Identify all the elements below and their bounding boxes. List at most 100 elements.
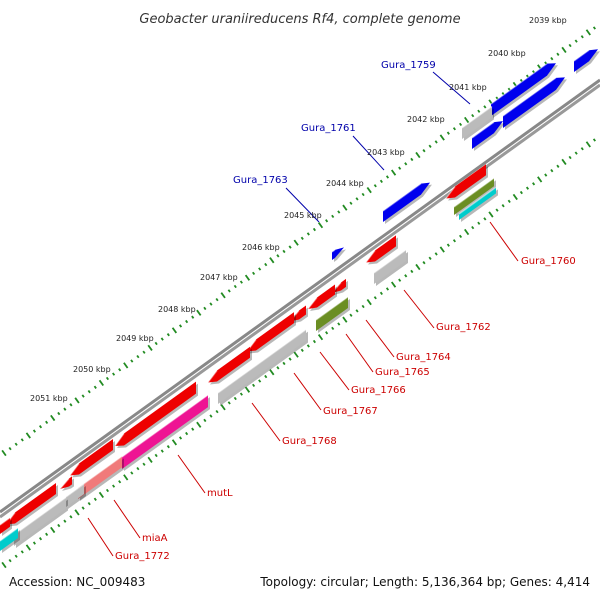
tick-mark [239, 280, 243, 284]
label-gura-1768: Gura_1768 [251, 402, 337, 447]
gene-forward-2 [502, 77, 567, 130]
tick-mark [434, 140, 438, 144]
leader-line [113, 499, 141, 539]
gene-highlight [573, 49, 590, 62]
gene-body [60, 476, 72, 489]
tick-mark [227, 289, 231, 293]
tick-mark [142, 350, 146, 354]
gene-label-text: Gura_1763 [233, 175, 288, 186]
kbp-label: 2051 kbp [30, 394, 68, 403]
tick-mark [276, 254, 280, 258]
tick-mark [154, 341, 158, 346]
gene-body [218, 329, 306, 404]
tick-mark [50, 526, 56, 534]
tick-mark [439, 246, 445, 253]
leader-line [365, 319, 395, 358]
tick-mark [136, 466, 140, 471]
gene-gura-1759 [490, 63, 558, 118]
gene-highlight [445, 186, 456, 199]
tick-mark [342, 204, 348, 211]
gene-red-tiny [59, 476, 74, 491]
tick-mark [373, 184, 377, 188]
tick-mark [178, 436, 183, 440]
tick-mark [306, 344, 310, 348]
tick-mark [544, 61, 548, 65]
gene-highlight [490, 63, 548, 105]
tick-mark [1, 449, 7, 457]
tick-mark [252, 271, 256, 276]
gene-highlight [121, 394, 209, 458]
tick-mark [398, 166, 402, 170]
gene-gura-1768-gray [217, 329, 308, 406]
tick-mark [385, 287, 390, 291]
tick-mark [434, 252, 438, 256]
leader-line [87, 517, 114, 557]
tick-mark [580, 147, 584, 151]
tick-mark [507, 87, 511, 91]
label-gura-1763: Gura_1763 [233, 175, 320, 223]
tick-mark [532, 70, 536, 74]
tick-mark [325, 331, 329, 335]
gene-highlight [315, 296, 349, 321]
gene-gura-1768 [114, 381, 198, 448]
tick-mark [276, 366, 280, 370]
gene-highlight [207, 370, 218, 383]
tick-mark [269, 257, 275, 264]
label-gura-1762: Gura_1762 [403, 289, 491, 333]
gene-forward-small [331, 247, 346, 262]
tick-mark [74, 397, 80, 404]
tick-mark [185, 319, 189, 324]
tick-mark [57, 411, 61, 416]
tick-mark [501, 204, 505, 208]
tick-mark [112, 484, 116, 488]
tick-mark [20, 438, 24, 442]
gene-features [0, 49, 600, 553]
tick-mark [507, 199, 511, 203]
tick-mark [477, 109, 481, 113]
tick-mark [556, 52, 560, 56]
tick-mark [160, 449, 164, 453]
gene-cyan-1 [458, 186, 498, 222]
tick-mark [123, 362, 129, 369]
tick-mark [464, 116, 470, 124]
tick-mark [452, 239, 456, 243]
tick-mark [550, 57, 554, 61]
gene-highlight [65, 483, 85, 498]
leader-line [319, 351, 350, 391]
gene-label-text: Gura_1764 [396, 352, 451, 363]
tick-mark [123, 474, 129, 481]
tick-mark [471, 225, 475, 230]
tick-mark [501, 92, 505, 96]
tick-mark [209, 414, 213, 418]
kbp-labels: 2039 kbp 2040 kbp 2041 kbp 2042 kbp 2043 kbp… [30, 16, 567, 403]
gene-highlight [0, 517, 11, 526]
tick-mark [373, 296, 377, 300]
gene-gray-small [65, 483, 86, 509]
tick-mark [317, 222, 324, 229]
tick-mark [483, 217, 487, 221]
gene-label-text: Gura_1768 [282, 436, 337, 447]
gene-gura-1761 [471, 121, 505, 151]
leader-line [293, 372, 322, 411]
gene-body [491, 63, 556, 116]
gene-gura-1767-b [207, 346, 252, 385]
tick-mark [556, 164, 560, 168]
gene-labels: Gura_1759 Gura_1761 Gura_1763 Gura_1760 Gura… [87, 60, 576, 562]
gene-body [503, 77, 565, 128]
backbone-inner-line [0, 83, 600, 519]
tick-mark [483, 105, 487, 109]
tick-mark [220, 292, 226, 299]
gene-body [0, 517, 10, 534]
gene-gura-1766 [315, 296, 350, 333]
tick-mark [446, 243, 450, 247]
tick-mark [196, 421, 202, 428]
tick-mark [57, 523, 61, 528]
tick-mark [568, 155, 572, 160]
tick-mark [215, 409, 219, 414]
leader-line [352, 135, 385, 171]
kbp-label: 2045 kbp [284, 211, 322, 220]
tick-mark [69, 515, 73, 519]
tick-mark [574, 151, 578, 155]
tick-mark [325, 219, 329, 223]
tick-mark [312, 227, 316, 232]
